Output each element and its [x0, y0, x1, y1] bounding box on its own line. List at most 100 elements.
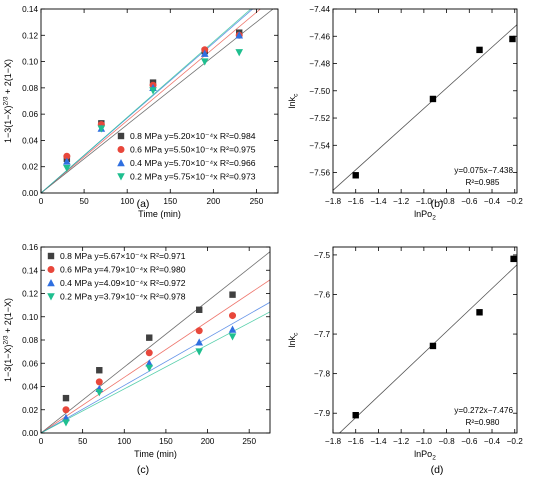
panel-caption: (c)	[137, 464, 149, 476]
fit-line	[41, 311, 270, 433]
y-tick-label: 0.14	[22, 5, 38, 14]
data-point	[510, 255, 517, 263]
y-tick-label: −7.48	[309, 60, 330, 69]
y-axis-label-subscript: c	[293, 332, 300, 336]
data-point	[195, 327, 203, 335]
x-tick-label: −1.4	[370, 437, 387, 446]
x-axis-label: Time (min)	[134, 449, 177, 459]
y-axis-label-text: lnk	[287, 335, 297, 347]
data-point	[145, 349, 153, 357]
panel-caption: (d)	[431, 464, 444, 476]
y-tick-label: 0.04	[22, 383, 38, 392]
data-point	[62, 419, 70, 427]
fit-line	[41, 279, 270, 433]
y-tick-label: 0.06	[22, 359, 38, 368]
legend-marker	[117, 132, 125, 140]
fit-line	[41, 9, 261, 193]
fit-line	[338, 264, 517, 433]
data-point	[63, 152, 71, 160]
panel-b: −7.56−7.54−7.52−7.50−7.48−7.46−7.44−1.8−…	[287, 5, 523, 222]
y-tick-label: 0.08	[22, 336, 38, 345]
panel-c: 0.00 0.02 0.04 0.06 0.08 0.10 0.12 0.14 0.16 0 50 1…	[3, 243, 271, 459]
plot-frame	[40, 246, 271, 434]
x-tick-label: −0.6	[461, 197, 478, 206]
x-tick-label: 100	[117, 437, 131, 446]
y-tick-label: 0.08	[22, 84, 38, 93]
y-tick-label: 0.04	[22, 136, 38, 145]
x-tick-label: 0	[39, 197, 44, 206]
legend-entry: 0.2 MPa y=5.75×10⁻⁴x R²=0.973	[130, 172, 256, 182]
legend-entry: 0.4 MPa y=5.70×10⁻⁴x R²=0.966	[130, 158, 256, 168]
legend-marker	[47, 266, 55, 273]
x-tick-label: −1.4	[370, 197, 387, 206]
legend: 0.8 MPa y=5.20×10⁻⁴x R²=0.984 0.6 MPa y=5…	[117, 131, 256, 182]
legend-marker	[47, 279, 55, 287]
x-tick-label: 50	[78, 437, 88, 446]
legend-entry: 0.4 MPa y=4.09×10⁻⁴x R²=0.972	[60, 278, 186, 288]
x-axis-label-subscript: 2	[432, 215, 436, 222]
plot-frame	[40, 8, 279, 194]
y-tick-label: −7.46	[309, 32, 330, 41]
x-tick-label: −0.4	[484, 437, 501, 446]
fit-line	[41, 9, 252, 193]
x-tick-label: −1.8	[325, 437, 342, 446]
data-point	[95, 378, 103, 386]
y-axis-label-text: lnk	[287, 96, 297, 108]
data-point	[63, 157, 71, 165]
y-tick-label: 0.12	[22, 31, 38, 40]
data-point	[62, 394, 70, 402]
data-point	[145, 364, 154, 372]
x-tick-label: 200	[207, 197, 221, 206]
panel-caption: (a)	[137, 198, 150, 210]
data-point	[195, 338, 204, 346]
data-point	[62, 413, 70, 422]
data-point	[476, 309, 483, 316]
legend-marker	[47, 293, 55, 301]
x-tick-label: 250	[242, 437, 256, 446]
x-tick-label: −1.2	[393, 437, 410, 446]
y-tick-label: −7.52	[309, 114, 330, 123]
y-axis-label-subscript: c	[293, 93, 300, 97]
data-point	[146, 334, 153, 341]
x-axis-label: Time (min)	[138, 209, 181, 219]
x-tick-label: −0.6	[461, 437, 478, 446]
data-point	[200, 49, 209, 57]
x-axis-label: lnPo2	[414, 209, 436, 222]
fit-equation: y=0.075x−7.438	[454, 166, 513, 175]
x-tick-label: −0.8	[438, 437, 455, 446]
x-axis-label: lnPo2	[414, 449, 436, 462]
fit-line	[41, 251, 270, 433]
fit-r-squared: R²=0.985	[465, 178, 499, 187]
x-tick-label: −0.2	[507, 197, 524, 206]
data-point	[228, 333, 237, 341]
y-tick-label: 0.14	[22, 266, 38, 275]
x-tick-label: −1.8	[325, 197, 342, 206]
y-tick-label: −7.6	[314, 290, 331, 299]
legend-marker	[47, 252, 55, 260]
panel-d: −7.9 −7.8 −7.7 −7.6 −7.5 −1.8 −1.6 −1.4 −1.2 −1.0…	[287, 246, 523, 462]
x-tick-label: 200	[201, 437, 215, 446]
legend-marker	[117, 173, 125, 181]
y-tick-label: −7.50	[309, 87, 330, 96]
y-tick-label: 0.12	[22, 290, 38, 299]
y-tick-label: −7.9	[314, 409, 331, 418]
y-axis-label-superscript: 2/3	[3, 335, 10, 344]
plot-frame	[332, 8, 518, 194]
x-tick-label: 150	[163, 197, 177, 206]
data-point	[62, 406, 70, 414]
data-point	[95, 389, 104, 397]
data-point	[97, 125, 106, 133]
data-point	[476, 46, 483, 54]
y-tick-label: 0.10	[22, 58, 38, 67]
x-tick-label: 50	[80, 197, 90, 206]
legend-entry: 0.6 MPa y=4.79×10⁻⁴x R²=0.980	[60, 265, 186, 275]
y-tick-label: 0.00	[22, 189, 38, 198]
legend-marker	[117, 159, 125, 167]
data-point	[229, 312, 237, 320]
y-tick-label: 0.00	[22, 429, 38, 438]
data-point	[235, 49, 244, 57]
fit-equation: y=0.272x−7.476	[454, 406, 513, 415]
y-tick-label: −7.54	[309, 141, 330, 150]
panel-a: 0.00 0.02 0.04 0.06 0.08 0.10 0.12 0.14 0 50 100 15…	[3, 5, 279, 219]
x-tick-label: −0.8	[438, 197, 455, 206]
